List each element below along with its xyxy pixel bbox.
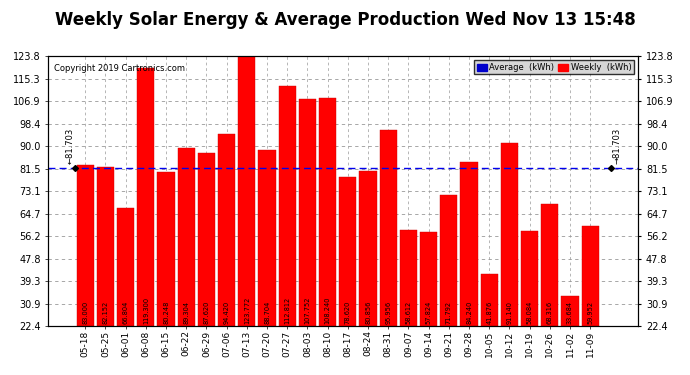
Bar: [460, 162, 477, 326]
Bar: [541, 204, 558, 326]
Bar: [177, 148, 195, 326]
Bar: [299, 99, 316, 326]
Bar: [400, 230, 417, 326]
Text: 91.140: 91.140: [506, 301, 513, 324]
Bar: [319, 98, 336, 326]
Bar: [481, 274, 497, 326]
Text: 59.952: 59.952: [587, 301, 593, 324]
Bar: [198, 153, 215, 326]
Text: 95.956: 95.956: [385, 301, 391, 324]
Text: 68.316: 68.316: [546, 301, 553, 324]
Text: 88.704: 88.704: [264, 301, 270, 324]
Text: Weekly Solar Energy & Average Production Wed Nov 13 15:48: Weekly Solar Energy & Average Production…: [55, 11, 635, 29]
Text: 108.240: 108.240: [324, 297, 331, 324]
Text: 112.812: 112.812: [284, 297, 290, 324]
Bar: [279, 86, 296, 326]
Text: 83.000: 83.000: [82, 301, 88, 324]
Text: 87.620: 87.620: [204, 301, 210, 324]
Bar: [117, 208, 134, 326]
Text: →81.703: →81.703: [613, 128, 622, 164]
Text: 119.300: 119.300: [143, 297, 149, 324]
Text: Copyright 2019 Cartronics.com: Copyright 2019 Cartronics.com: [55, 64, 185, 74]
Bar: [420, 232, 437, 326]
Text: 84.240: 84.240: [466, 301, 472, 324]
Bar: [97, 167, 114, 326]
Bar: [137, 68, 155, 326]
Text: 82.152: 82.152: [102, 301, 108, 324]
Text: 123.772: 123.772: [244, 297, 250, 324]
Text: 41.876: 41.876: [486, 301, 492, 324]
Bar: [259, 150, 275, 326]
Bar: [359, 171, 377, 326]
Text: 94.420: 94.420: [224, 301, 230, 324]
Bar: [582, 226, 599, 326]
Text: 58.612: 58.612: [406, 301, 411, 324]
Bar: [501, 143, 518, 326]
Bar: [521, 231, 538, 326]
Bar: [562, 296, 579, 326]
Bar: [218, 135, 235, 326]
Bar: [77, 165, 94, 326]
Text: 66.804: 66.804: [123, 301, 128, 324]
Text: 57.824: 57.824: [426, 301, 432, 324]
Text: 80.248: 80.248: [163, 301, 169, 324]
Text: 78.620: 78.620: [345, 301, 351, 324]
Text: 80.856: 80.856: [365, 301, 371, 324]
Bar: [380, 130, 397, 326]
Bar: [157, 172, 175, 326]
Bar: [440, 195, 457, 326]
Bar: [238, 56, 255, 326]
Bar: [339, 177, 357, 326]
Text: 71.792: 71.792: [446, 301, 452, 324]
Text: 58.084: 58.084: [526, 301, 533, 324]
Text: 107.752: 107.752: [304, 297, 310, 324]
Legend: Average  (kWh), Weekly  (kWh): Average (kWh), Weekly (kWh): [474, 60, 634, 74]
Text: 89.304: 89.304: [184, 301, 189, 324]
Text: ←81.703: ←81.703: [66, 128, 75, 164]
Text: 33.684: 33.684: [567, 301, 573, 324]
